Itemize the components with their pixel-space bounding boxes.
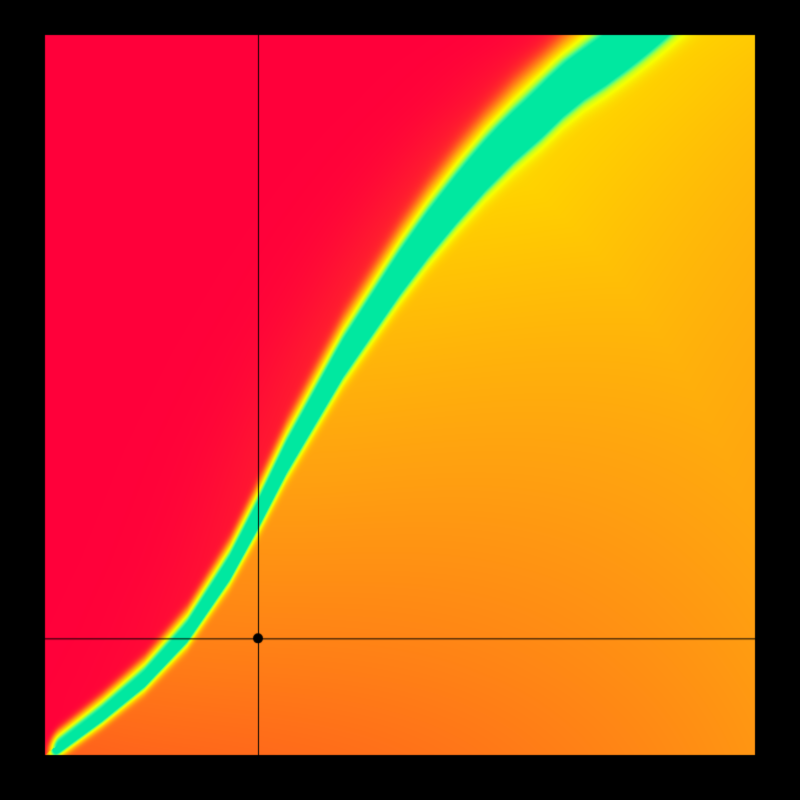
- heatmap-canvas: [0, 0, 800, 800]
- chart-root: TheBottleneck.com: [0, 0, 800, 800]
